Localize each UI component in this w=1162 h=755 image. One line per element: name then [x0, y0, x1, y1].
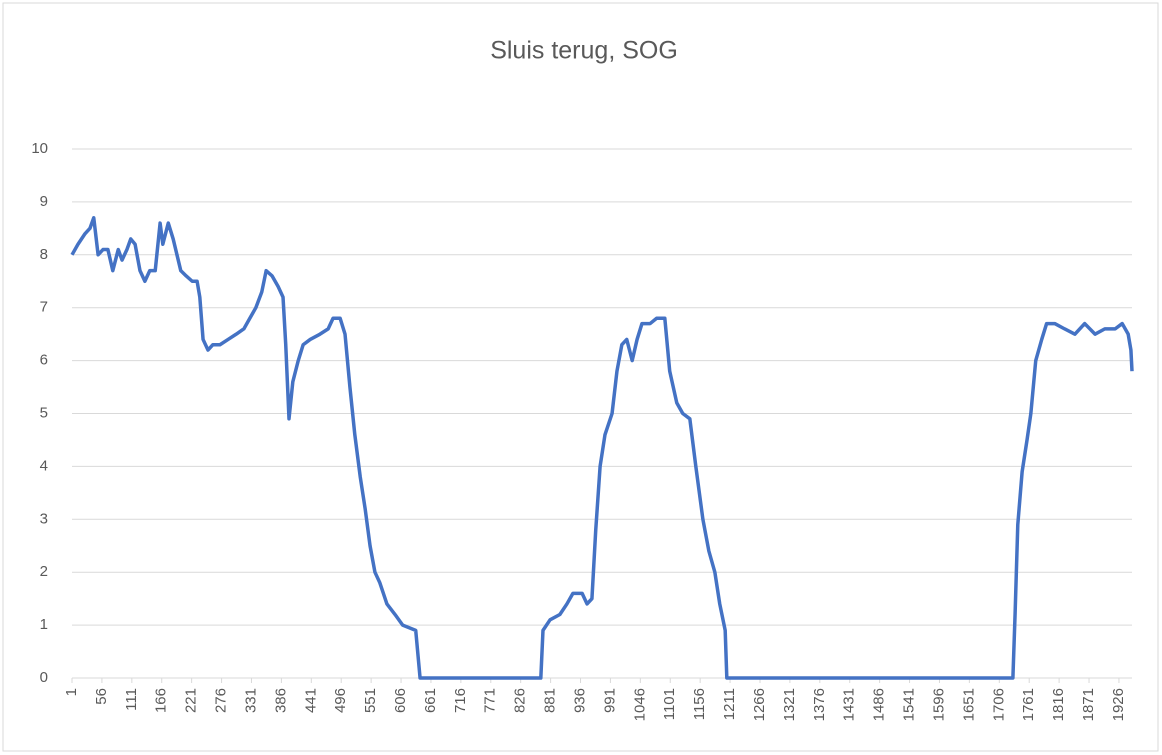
x-tick-label: 771 [482, 688, 499, 713]
y-tick-label: 3 [40, 510, 48, 527]
x-tick-label: 1101 [661, 688, 678, 720]
y-tick-label: 7 [40, 299, 48, 316]
x-tick-label: 991 [601, 688, 618, 713]
x-tick-label: 1156 [691, 688, 708, 720]
x-tick-label: 551 [362, 688, 379, 713]
x-tick-label: 1 [63, 688, 80, 696]
x-tick-label: 441 [302, 688, 319, 713]
x-tick-label: 1871 [1080, 688, 1097, 721]
data-line [70, 216, 1134, 680]
x-tick-label: 1651 [960, 688, 977, 721]
y-tick-label: 1 [40, 616, 48, 633]
x-tick-label: 496 [332, 688, 349, 713]
y-tick-label: 8 [40, 246, 48, 263]
x-tick-label: 661 [422, 688, 439, 713]
x-tick-label: 331 [242, 688, 259, 713]
x-tick-label: 166 [153, 688, 170, 713]
x-tick-label: 1761 [1020, 688, 1037, 721]
x-tick-label: 936 [571, 688, 588, 713]
x-tick-label: 881 [542, 688, 559, 713]
x-tick-label: 1376 [811, 688, 828, 721]
x-tick-label: 1541 [901, 688, 918, 721]
y-tick-label: 5 [40, 404, 48, 421]
x-tick-label: 1321 [781, 688, 798, 721]
x-tick-label: 1816 [1050, 688, 1067, 721]
x-tick-label: 56 [93, 688, 110, 705]
x-tick-label: 826 [512, 688, 529, 713]
x-tick-label: 1596 [930, 688, 947, 721]
chart-title: Sluis terug, SOG [490, 37, 678, 65]
x-tick-label: 1211 [721, 688, 738, 720]
x-tick-label: 111 [123, 688, 140, 711]
y-tick-label: 10 [31, 140, 48, 157]
y-tick-label: 9 [40, 193, 48, 210]
x-tick-label: 221 [183, 688, 200, 713]
x-tick-label: 386 [272, 688, 289, 713]
y-tick-label: 6 [40, 352, 48, 369]
x-tick-label: 606 [392, 688, 409, 713]
y-tick-label: 2 [40, 563, 48, 580]
x-tick-label: 1266 [751, 688, 768, 721]
y-tick-label: 0 [40, 669, 48, 686]
y-tick-label: 4 [40, 457, 48, 474]
x-tick-label: 1926 [1110, 688, 1127, 721]
x-tick-label: 276 [213, 688, 230, 713]
x-tick-label: 716 [452, 688, 469, 713]
x-tick-label: 1706 [990, 688, 1007, 721]
x-tick-label: 1046 [631, 688, 648, 721]
x-tick-label: 1486 [871, 688, 888, 721]
x-tick-label: 1431 [841, 688, 858, 721]
